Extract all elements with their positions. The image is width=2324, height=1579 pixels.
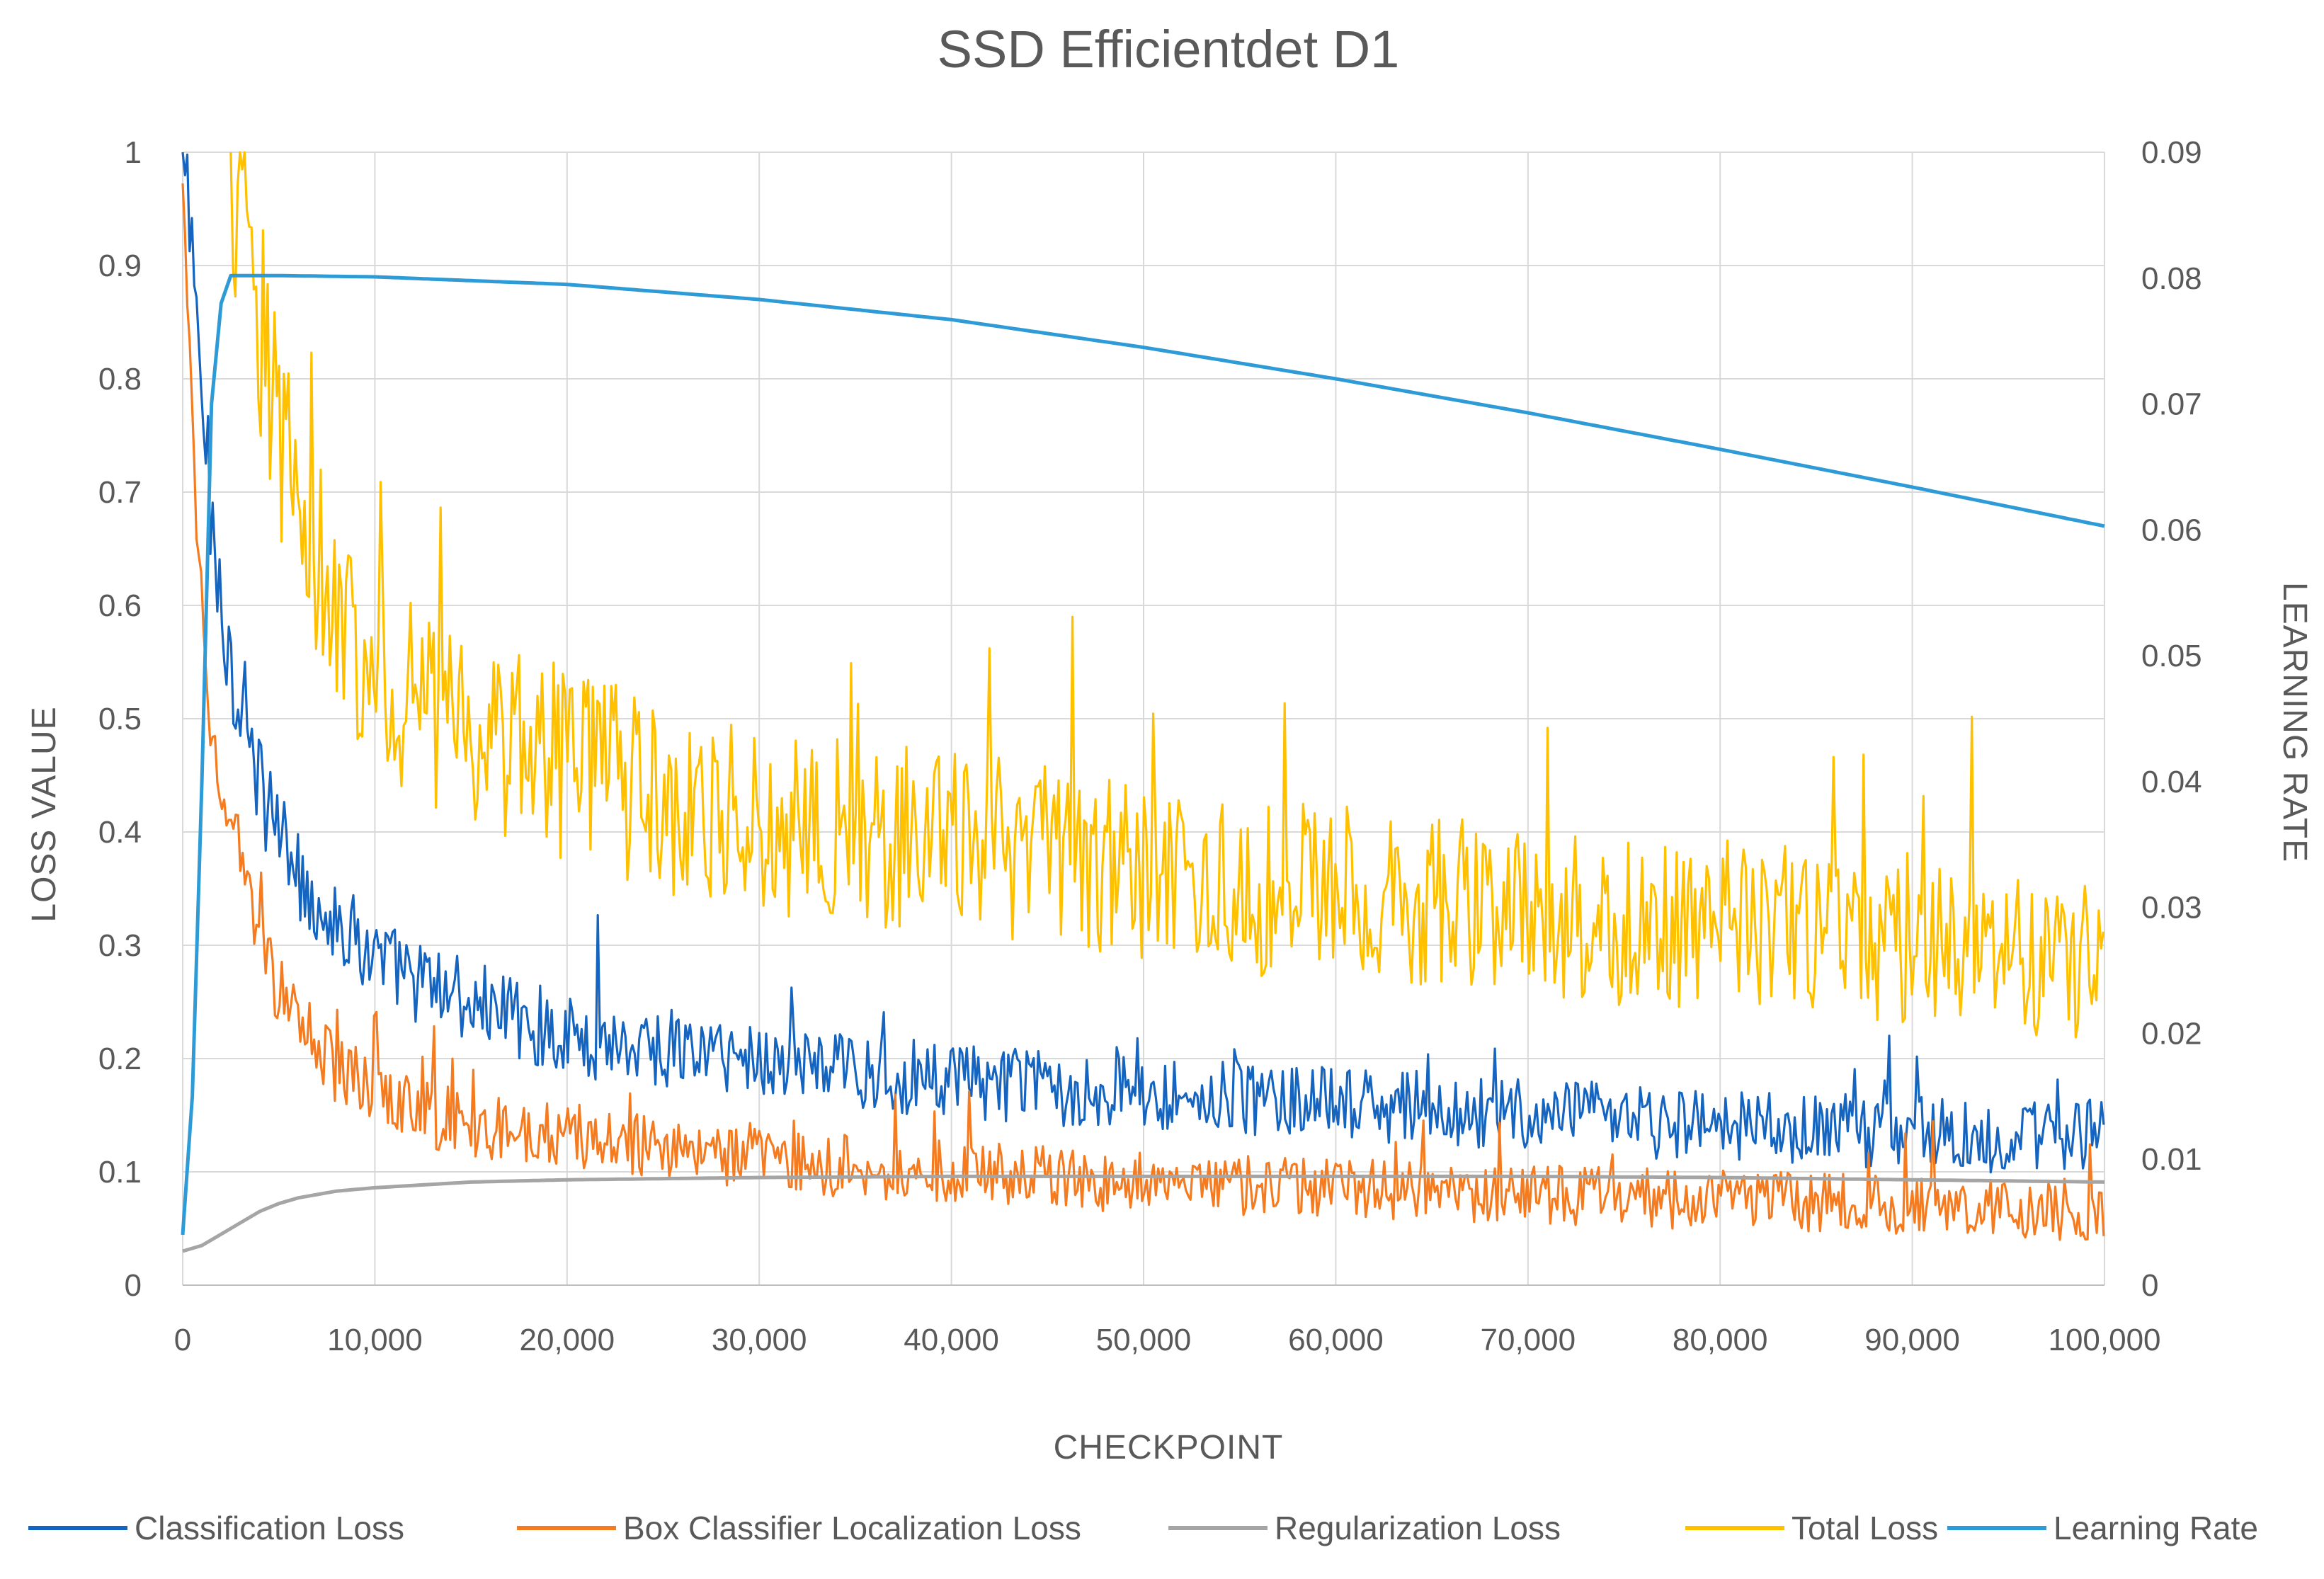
y2-tick-label: 0.05 xyxy=(2141,639,2202,673)
x-tick-label: 0 xyxy=(174,1323,191,1357)
y-tick-label: 0.6 xyxy=(98,588,142,623)
y-tick-label: 0 xyxy=(125,1268,142,1303)
y2-tick-label: 0.06 xyxy=(2141,513,2202,547)
y-tick-label: 1 xyxy=(125,135,142,170)
gridlines xyxy=(182,152,2105,1286)
legend-label: Learning Rate xyxy=(2054,1510,2258,1546)
x-tick-label: 90,000 xyxy=(1864,1323,1960,1357)
y-tick-label: 0.2 xyxy=(98,1042,142,1076)
series-line-regularization-loss xyxy=(182,1174,2105,1253)
y2-tick-label: 0 xyxy=(2141,1268,2158,1303)
x-tick-label: 50,000 xyxy=(1096,1323,1192,1357)
series-line-learning-rate xyxy=(181,273,2105,1236)
y-tick-label: 0.4 xyxy=(98,815,142,850)
legend-label: Classification Loss xyxy=(135,1510,404,1546)
y-tick-label: 0.8 xyxy=(98,362,142,397)
y2-tick-label: 0.08 xyxy=(2141,261,2202,296)
y-axis-ticks: 0 0.1 0.2 0.3 0.4 0.5 0.6 0.7 0.8 0.9 1 xyxy=(98,135,142,1303)
x-tick-label: 30,000 xyxy=(712,1323,807,1357)
x-axis-title: CHECKPOINT xyxy=(1054,1429,1284,1466)
legend: Classification Loss Box Classifier Locali… xyxy=(28,1510,2258,1546)
y-tick-label: 0.7 xyxy=(98,475,142,510)
y-tick-label: 0.3 xyxy=(98,928,142,963)
y2-tick-label: 0.07 xyxy=(2141,387,2202,422)
x-tick-label: 80,000 xyxy=(1673,1323,1768,1357)
y2-tick-label: 0.04 xyxy=(2141,765,2202,799)
plot-area xyxy=(181,151,2105,1253)
y-tick-label: 0.5 xyxy=(98,702,142,736)
chart-title: SSD Efficientdet D1 xyxy=(938,20,1400,79)
x-tick-label: 20,000 xyxy=(520,1323,615,1357)
x-tick-label: 100,000 xyxy=(2048,1323,2160,1357)
y2-tick-label: 0.09 xyxy=(2141,135,2202,170)
y-tick-label: 0.9 xyxy=(98,249,142,283)
x-tick-label: 60,000 xyxy=(1288,1323,1384,1357)
y2-tick-label: 0.02 xyxy=(2141,1016,2202,1051)
x-tick-label: 70,000 xyxy=(1481,1323,1576,1357)
y-axis-title: LOSS VALUE xyxy=(25,706,63,922)
x-tick-label: 10,000 xyxy=(327,1323,423,1357)
y2-tick-label: 0.01 xyxy=(2141,1142,2202,1177)
y2-axis-ticks: 0 0.01 0.02 0.03 0.04 0.05 0.06 0.07 0.08 0.09 xyxy=(2141,135,2202,1303)
series-line-classification-loss xyxy=(181,152,2105,1174)
y2-axis-title: LEARNING RATE xyxy=(2276,582,2313,862)
y-tick-label: 0.1 xyxy=(98,1155,142,1190)
x-tick-label: 40,000 xyxy=(904,1323,999,1357)
y2-tick-label: 0.03 xyxy=(2141,891,2202,925)
x-axis-ticks: 0 10,000 20,000 30,000 40,000 50,000 60,000 70,… xyxy=(174,1323,2161,1357)
series-line-box-classifier-localization-loss xyxy=(181,183,2105,1241)
legend-label: Box Classifier Localization Loss xyxy=(623,1510,1081,1546)
legend-label: Total Loss xyxy=(1792,1510,1938,1546)
legend-label: Regularization Loss xyxy=(1275,1510,1561,1546)
series-line-total-loss xyxy=(229,151,2104,1039)
